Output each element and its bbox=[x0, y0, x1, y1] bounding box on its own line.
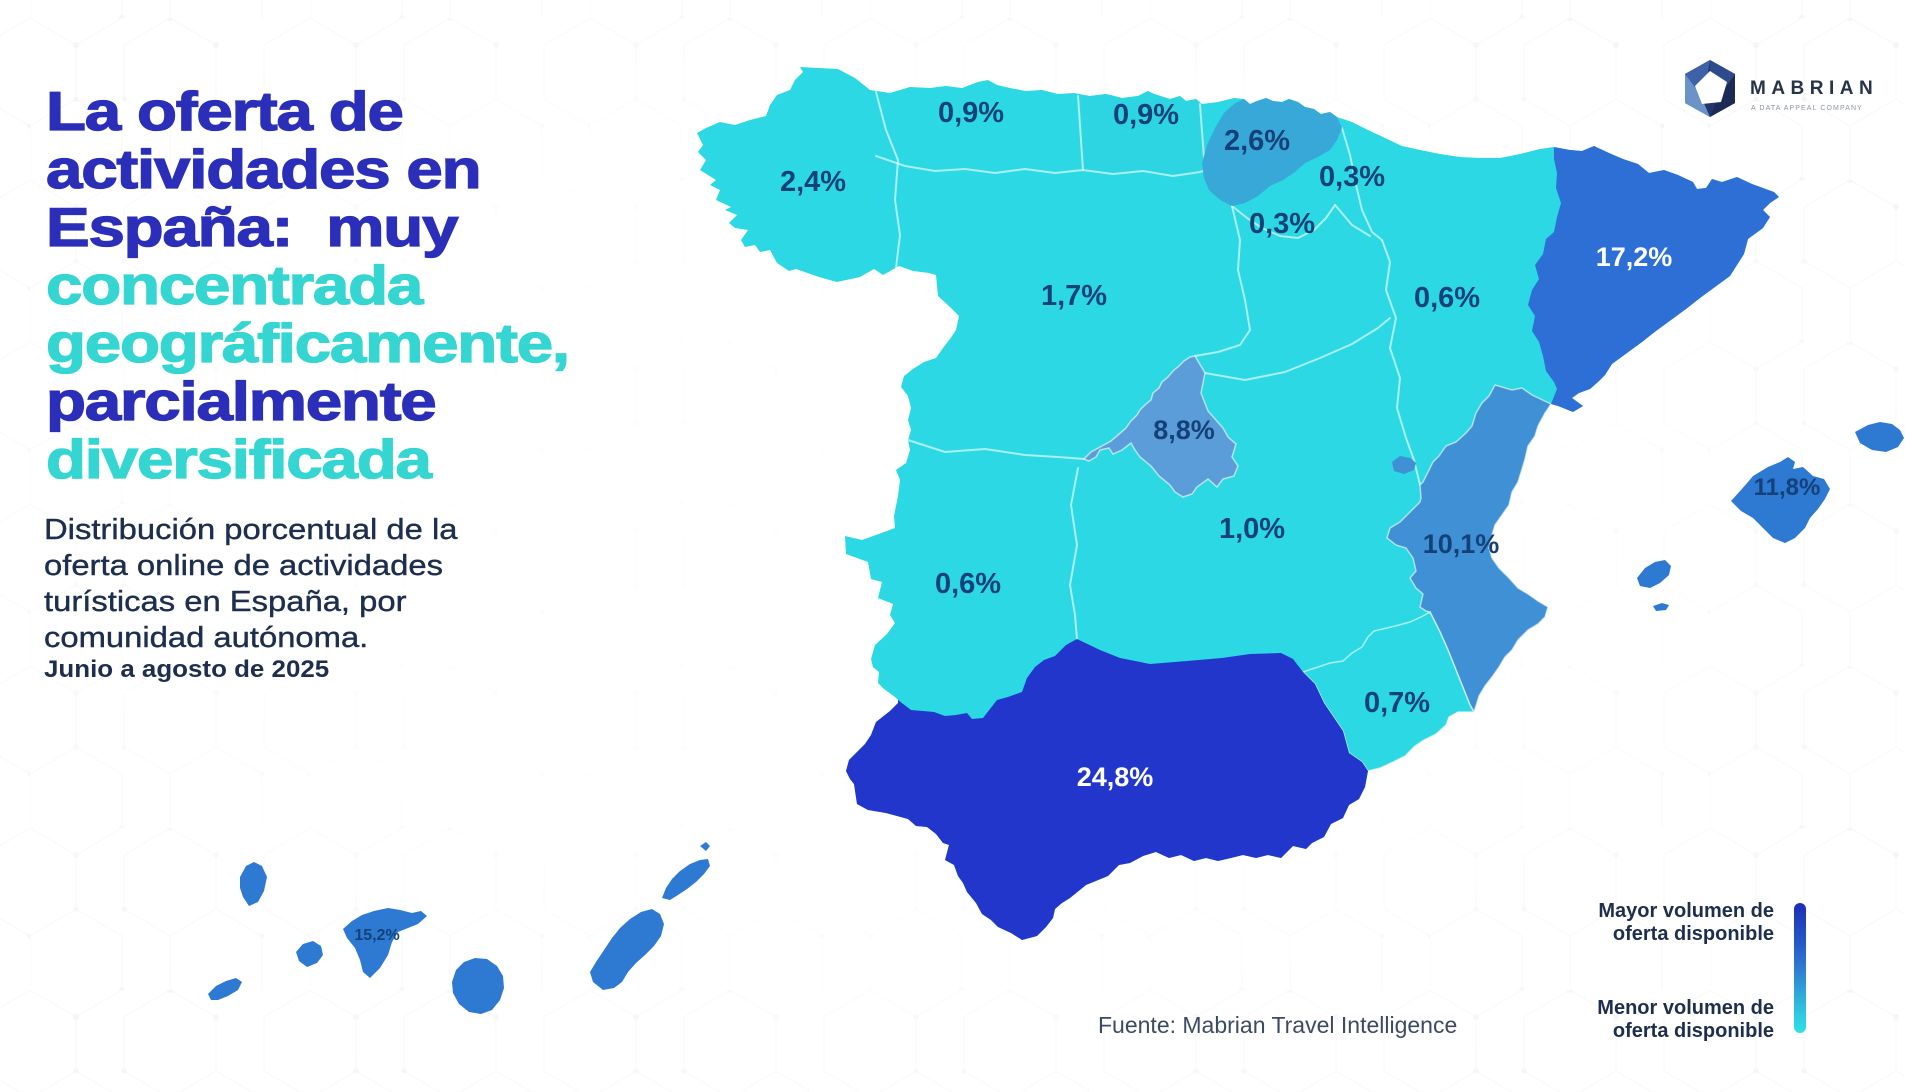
svg-text:0,6%: 0,6% bbox=[935, 568, 1001, 600]
svg-text:2,4%: 2,4% bbox=[780, 166, 846, 198]
svg-text:11,8%: 11,8% bbox=[1754, 474, 1821, 501]
svg-text:8,8%: 8,8% bbox=[1153, 415, 1215, 445]
svg-text:0,7%: 0,7% bbox=[1364, 687, 1430, 719]
svg-text:1,7%: 1,7% bbox=[1041, 280, 1107, 312]
svg-text:0,3%: 0,3% bbox=[1319, 161, 1385, 193]
svg-text:24,8%: 24,8% bbox=[1077, 762, 1154, 792]
svg-text:0,9%: 0,9% bbox=[1113, 99, 1179, 131]
svg-text:0,6%: 0,6% bbox=[1414, 282, 1480, 314]
svg-text:10,1%: 10,1% bbox=[1423, 529, 1500, 559]
svg-text:2,6%: 2,6% bbox=[1224, 125, 1290, 157]
svg-text:A DATA APPEAL COMPANY: A DATA APPEAL COMPANY bbox=[1751, 105, 1863, 112]
svg-text:0,3%: 0,3% bbox=[1249, 208, 1315, 240]
svg-text:17,2%: 17,2% bbox=[1596, 242, 1673, 272]
svg-text:1,0%: 1,0% bbox=[1219, 513, 1285, 545]
svg-text:MABRIAN: MABRIAN bbox=[1750, 78, 1878, 99]
svg-text:15,2%: 15,2% bbox=[354, 927, 399, 944]
svg-text:0,9%: 0,9% bbox=[938, 97, 1004, 129]
